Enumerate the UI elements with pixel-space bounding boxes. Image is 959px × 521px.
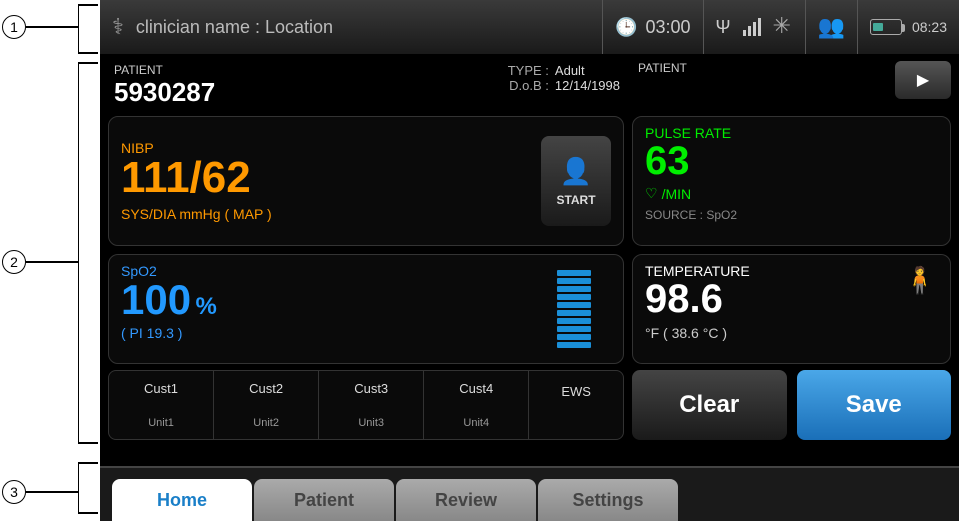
pulse-unit: /MIN bbox=[662, 186, 692, 202]
cust3-cell[interactable]: Cust3 Unit3 bbox=[319, 371, 424, 439]
spo2-bars-icon bbox=[557, 270, 591, 348]
callout-3: 3 bbox=[2, 480, 26, 504]
spo2-pct: % bbox=[196, 293, 217, 320]
clinician-text: clinician name : Location bbox=[136, 17, 333, 38]
patients-icon: 👥 bbox=[818, 14, 845, 40]
cust4-unit: Unit4 bbox=[463, 417, 489, 429]
battery-time: 08:23 bbox=[912, 19, 947, 35]
type-value: Adult bbox=[555, 63, 585, 78]
device-screen: ⚕ clinician name : Location 🕒 03:00 Ψ 👥 … bbox=[100, 0, 959, 521]
cust2-unit: Unit2 bbox=[253, 417, 279, 429]
ews-cell[interactable]: EWS bbox=[529, 371, 623, 439]
patient-label: PATIENT bbox=[114, 63, 215, 77]
clock-time: 03:00 bbox=[645, 17, 690, 38]
patient-info[interactable]: PATIENT 5930287 TYPE : Adult D.o.B : 12/14… bbox=[108, 61, 626, 110]
dob-label: D.o.B : bbox=[499, 78, 549, 93]
battery-section: 08:23 bbox=[858, 0, 959, 54]
custom-panel: Cust1 Unit1 Cust2 Unit2 Cust3 Unit3 Cust4 Un… bbox=[108, 370, 624, 440]
nibp-start-label: START bbox=[556, 193, 595, 207]
cust2-cell[interactable]: Cust2 Unit2 bbox=[214, 371, 319, 439]
pulse-value: 63 bbox=[645, 141, 938, 181]
patient-right-label: PATIENT bbox=[632, 61, 889, 75]
antenna-icon: Ψ bbox=[716, 17, 731, 38]
temp-person-icon: 🧍 bbox=[904, 265, 936, 296]
nibp-panel[interactable]: NIBP 111/62 SYS/DIA mmHg ( MAP ) 👤 START bbox=[108, 116, 624, 246]
clock-icon: 🕒 bbox=[615, 17, 637, 38]
nibp-start-button[interactable]: 👤 START bbox=[541, 136, 611, 226]
cust1-cell[interactable]: Cust1 Unit1 bbox=[109, 371, 214, 439]
pulse-source: SOURCE : SpO2 bbox=[645, 208, 938, 222]
patient-id: 5930287 bbox=[114, 77, 215, 108]
heart-icon: ♡ bbox=[645, 185, 658, 202]
tab-patient[interactable]: Patient bbox=[254, 479, 394, 521]
battery-icon bbox=[870, 19, 902, 35]
cust1-name: Cust1 bbox=[144, 381, 178, 396]
type-label: TYPE : bbox=[499, 63, 549, 78]
cust2-name: Cust2 bbox=[249, 381, 283, 396]
tab-bar: Home Patient Review Settings bbox=[100, 466, 959, 521]
temp-value: 98.6 bbox=[645, 279, 938, 319]
tab-review[interactable]: Review bbox=[396, 479, 536, 521]
patients-section[interactable]: 👥 bbox=[806, 0, 858, 54]
pulse-panel[interactable]: PULSE RATE 63 ♡/MIN SOURCE : SpO2 bbox=[632, 116, 951, 246]
clinician-section[interactable]: ⚕ clinician name : Location bbox=[100, 0, 603, 54]
tab-settings[interactable]: Settings bbox=[538, 479, 678, 521]
callout-1: 1 bbox=[2, 15, 26, 39]
spo2-value: 100 bbox=[121, 276, 191, 323]
temp-panel[interactable]: TEMPERATURE 98.6 °F ( 38.6 °C ) 🧍 bbox=[632, 254, 951, 364]
status-bar: ⚕ clinician name : Location 🕒 03:00 Ψ 👥 … bbox=[100, 0, 959, 55]
clear-button[interactable]: Clear bbox=[632, 370, 787, 440]
spo2-panel[interactable]: SpO2 100 % ( PI 19.3 ) bbox=[108, 254, 624, 364]
nibp-value: 111/62 bbox=[121, 156, 272, 200]
tab-home[interactable]: Home bbox=[112, 479, 252, 521]
play-icon: ▶ bbox=[917, 70, 929, 90]
nibp-subtitle: SYS/DIA mmHg ( MAP ) bbox=[121, 206, 272, 222]
signal-bars-icon bbox=[743, 18, 761, 36]
callout-2: 2 bbox=[2, 250, 26, 274]
cust4-cell[interactable]: Cust4 Unit4 bbox=[424, 371, 529, 439]
dob-value: 12/14/1998 bbox=[555, 78, 620, 93]
cust3-unit: Unit3 bbox=[358, 417, 384, 429]
content-area: PATIENT 5930287 TYPE : Adult D.o.B : 12/14… bbox=[100, 55, 959, 460]
nibp-person-icon: 👤 bbox=[560, 156, 592, 187]
cust4-name: Cust4 bbox=[459, 381, 493, 396]
clock-section[interactable]: 🕒 03:00 bbox=[603, 0, 703, 54]
ews-name: EWS bbox=[561, 384, 591, 399]
save-button[interactable]: Save bbox=[797, 370, 952, 440]
temp-subtitle: °F ( 38.6 °C ) bbox=[645, 325, 938, 341]
spinner-icon bbox=[773, 17, 793, 37]
cust1-unit: Unit1 bbox=[148, 417, 174, 429]
spo2-subtitle: ( PI 19.3 ) bbox=[121, 325, 217, 341]
play-button[interactable]: ▶ bbox=[895, 61, 951, 99]
caduceus-icon: ⚕ bbox=[112, 14, 124, 40]
signal-section[interactable]: Ψ bbox=[704, 0, 806, 54]
cust3-name: Cust3 bbox=[354, 381, 388, 396]
